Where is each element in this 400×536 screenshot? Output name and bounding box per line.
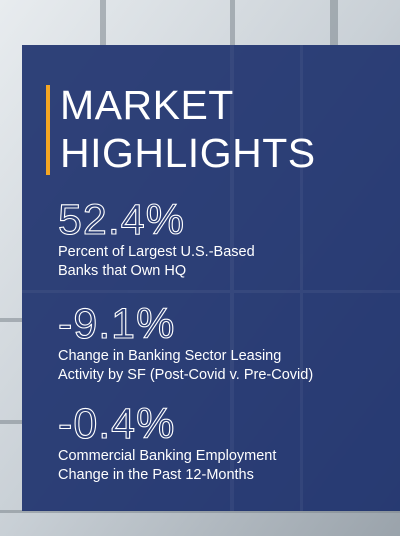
title-line: MARKET [60,82,234,128]
stat-description: Change in the Past 12-Months [58,467,254,483]
stat-value: 52.4% [58,196,185,244]
panel-texture [22,45,400,511]
window-frames [0,0,400,513]
stat-description: Banks that Own HQ [58,263,186,279]
title-line: HIGHLIGHTS [60,130,316,176]
stat-description: Commercial Banking Employment [58,448,276,464]
blue-panel [22,45,400,511]
stat-value: -0.4% [58,400,175,448]
accent-bar [46,85,50,175]
stat-description: Activity by SF (Post-Covid v. Pre-Covid) [58,367,313,383]
stat-description: Change in Banking Sector Leasing [58,348,281,364]
stat-description: Percent of Largest U.S.-Based [58,244,255,260]
stat-value: -9.1% [58,300,175,348]
